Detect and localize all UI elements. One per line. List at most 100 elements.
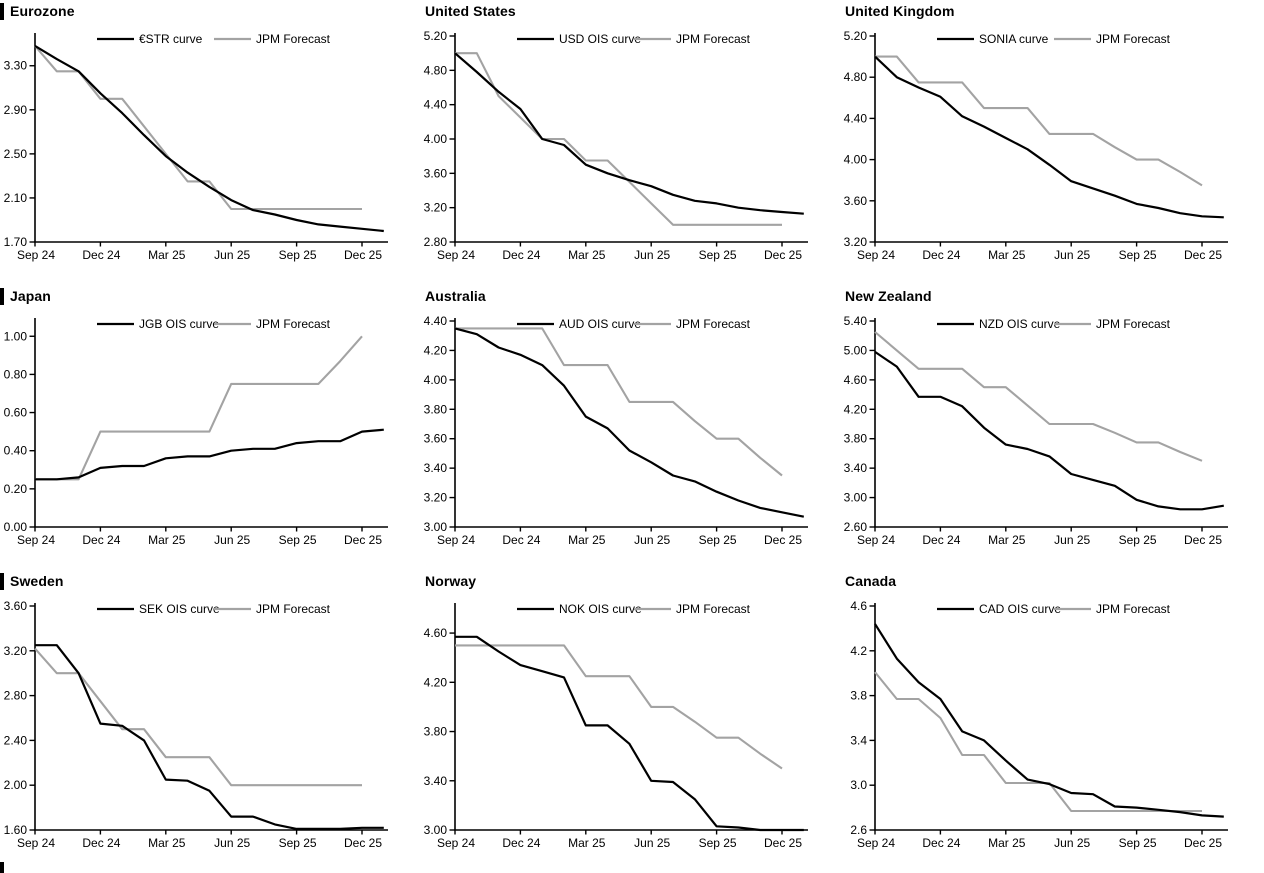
x-tick-label: Dec 25: [344, 836, 382, 850]
chart-title-text: United Kingdom: [845, 3, 955, 19]
legend-label: NZD OIS curve: [979, 317, 1061, 331]
x-tick-label: Dec 25: [1184, 836, 1222, 850]
legend-label: JPM Forecast: [676, 32, 751, 46]
y-tick-label: 4.60: [844, 373, 868, 387]
x-tick-label: Dec 25: [344, 533, 382, 547]
chart-panel-united-kingdom: United Kingdom 5.20 4.80 4.40 4.00 3.60 3.20 S…: [840, 0, 1264, 285]
y-tick-label: 4.40: [424, 314, 448, 328]
x-tick-label: Jun 25: [214, 836, 250, 850]
y-tick-label: 2.60: [844, 520, 868, 534]
jpm-forecast-line: [875, 55, 1203, 187]
y-tick-label: 0.80: [4, 367, 28, 381]
jpm-forecast-line: [455, 644, 783, 770]
chart-title-text: Sweden: [10, 573, 64, 589]
jpm-forecast-line: [455, 52, 782, 226]
y-tick-label: 2.6: [850, 823, 867, 837]
legend-label: JPM Forecast: [256, 317, 331, 331]
legend-label: USD OIS curve: [559, 32, 641, 46]
y-tick-label: 3.00: [424, 520, 448, 534]
y-tick-label: 3.60: [844, 194, 868, 208]
chart-title-sweden: Sweden: [0, 570, 420, 592]
y-tick-label: 2.40: [4, 733, 28, 747]
ois-curve-line: [35, 428, 384, 481]
ois-curve-line: [454, 52, 804, 215]
y-tick-label: 1.60: [4, 823, 28, 837]
ois-curve-line: [874, 55, 1224, 219]
ois-curve-line: [455, 635, 804, 832]
y-tick-label: 4.2: [850, 644, 867, 658]
x-tick-label: Mar 25: [568, 533, 606, 547]
x-tick-label: Dec 24: [502, 836, 540, 850]
chart-panel-sweden: Sweden 3.60 3.20 2.80 2.40 2.00 1.60 Sep 24 Dec…: [0, 570, 420, 873]
chart-title-new-zealand: New Zealand: [840, 285, 1264, 307]
y-tick-label: 5.40: [844, 314, 868, 328]
y-tick-label: 3.00: [424, 823, 448, 837]
legend-label: SONIA curve: [979, 32, 1049, 46]
x-tick-label: Jun 25: [214, 533, 250, 547]
chart-title-text: Australia: [425, 288, 486, 304]
y-tick-label: 3.60: [4, 599, 28, 613]
x-tick-label: Sep 24: [437, 836, 475, 850]
x-tick-label: Dec 25: [344, 248, 382, 262]
legend-label: JPM Forecast: [676, 602, 751, 616]
x-tick-label: Dec 24: [502, 248, 540, 262]
y-tick-label: 4.40: [844, 111, 868, 125]
x-tick-label: Sep 24: [17, 533, 55, 547]
ois-curve-line: [874, 623, 1224, 818]
y-tick-label: 3.8: [850, 689, 867, 703]
x-tick-label: Sep 24: [437, 533, 475, 547]
jpm-forecast-line: [455, 327, 783, 477]
x-tick-label: Sep 24: [17, 836, 55, 850]
x-tick-label: Mar 25: [148, 836, 186, 850]
y-tick-label: 3.00: [844, 491, 868, 505]
y-tick-label: 3.80: [844, 432, 868, 446]
chart-panel-canada: Canada 4.6 4.2 3.8 3.4 3.0 2.6 Sep 24 Dec 24 Mar…: [840, 570, 1264, 873]
y-tick-label: 3.40: [424, 774, 448, 788]
chart-title-text: New Zealand: [845, 288, 932, 304]
y-tick-label: 3.20: [4, 644, 28, 658]
jpm-forecast-line: [35, 335, 363, 481]
legend-label: JPM Forecast: [256, 602, 331, 616]
legend-label: JPM Forecast: [1096, 602, 1171, 616]
x-tick-label: Jun 25: [1054, 248, 1090, 262]
y-tick-label: 4.80: [424, 63, 448, 77]
y-tick-label: 3.20: [424, 201, 448, 215]
jpm-forecast-line: [34, 45, 362, 211]
x-tick-label: Dec 24: [922, 836, 960, 850]
y-tick-label: 2.10: [4, 191, 28, 205]
y-tick-label: 3.80: [424, 402, 448, 416]
y-tick-label: 4.6: [850, 599, 867, 613]
x-tick-label: Sep 24: [17, 248, 55, 262]
y-tick-label: 5.00: [844, 343, 868, 357]
x-tick-label: Sep 24: [857, 533, 895, 547]
legend-label: JPM Forecast: [1096, 32, 1171, 46]
x-tick-label: Sep 25: [699, 836, 737, 850]
y-tick-label: 0.60: [4, 406, 28, 420]
x-tick-label: Jun 25: [634, 248, 670, 262]
x-tick-label: Jun 25: [1054, 533, 1090, 547]
y-tick-label: 4.20: [844, 402, 868, 416]
y-tick-label: 3.4: [850, 733, 867, 747]
x-tick-label: Sep 24: [857, 248, 895, 262]
y-tick-label: 2.80: [4, 689, 28, 703]
y-tick-label: 3.80: [424, 725, 448, 739]
jpm-forecast-line: [34, 647, 362, 787]
chart-title-japan: Japan: [0, 285, 420, 307]
ois-curve-line: [454, 327, 805, 518]
y-tick-label: 0.20: [4, 482, 28, 496]
x-tick-label: Dec 24: [82, 248, 120, 262]
y-tick-label: 0.00: [4, 520, 28, 534]
y-tick-label: 3.0: [850, 778, 867, 792]
y-tick-label: 3.60: [424, 432, 448, 446]
y-tick-label: 4.00: [424, 373, 448, 387]
chart-title-united-states: United States: [420, 0, 840, 22]
x-tick-label: Dec 24: [82, 533, 120, 547]
section-marker-bar: [0, 287, 4, 305]
